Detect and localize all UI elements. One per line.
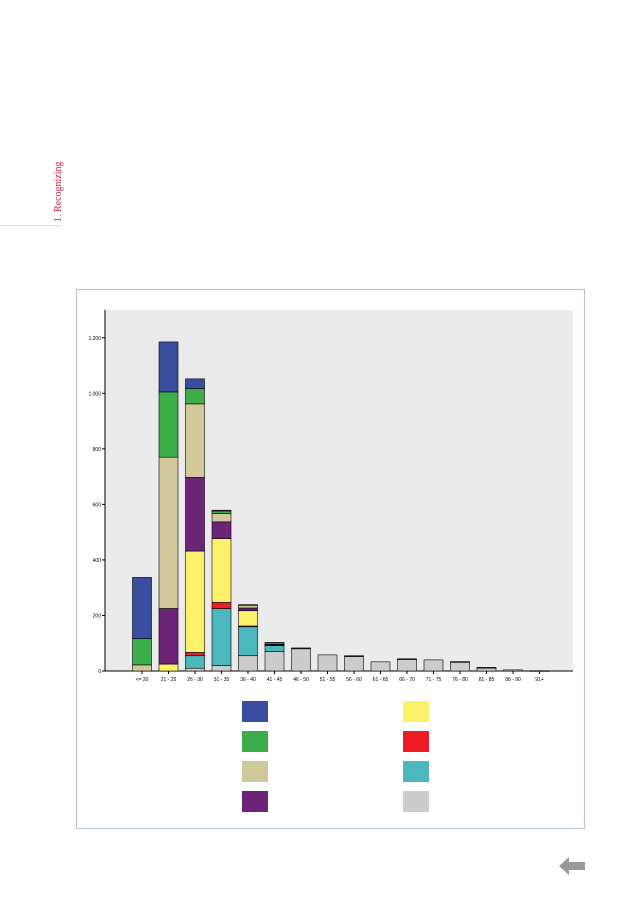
bar-segment (397, 658, 417, 660)
bar-segment (211, 665, 232, 672)
bar-segment (185, 667, 205, 672)
bar-segment (476, 667, 497, 669)
bar-segment (185, 378, 205, 389)
divider (0, 225, 62, 226)
bar-segment (264, 642, 285, 644)
section-label: 1. Recognizing (53, 161, 64, 222)
x-tick-label: 51 - 55 (320, 677, 336, 683)
bar-segment (158, 456, 179, 609)
legend-swatch (403, 761, 429, 782)
legend-swatch (403, 701, 429, 722)
bar-segment (132, 638, 152, 666)
bar-segment (397, 659, 417, 672)
y-tick-label: 0 (98, 669, 101, 675)
bar-segment (529, 670, 550, 672)
y-tick-label: 800 (93, 447, 102, 453)
bar-segment (185, 388, 205, 405)
stacked-bar-chart: 0 200 400 600 800 1.000 1.200 <= 20 21 - 25 26 - … (88, 310, 573, 683)
bar-segment (503, 669, 523, 672)
plot-area (105, 310, 573, 671)
bar-segment (370, 661, 391, 672)
bar-segment (238, 604, 258, 606)
x-tick-label: 91+ (535, 677, 544, 683)
x-tick-label: 31 - 35 (214, 677, 230, 683)
y-tick-label: 1.200 (88, 336, 101, 342)
x-tick-label: 86 - 90 (505, 677, 521, 683)
x-tick-label: 21 - 25 (161, 677, 177, 683)
bar-segment (291, 648, 311, 672)
y-tick-label: 200 (93, 613, 102, 619)
y-tick-label: 600 (93, 502, 102, 508)
bar-segment (158, 391, 179, 458)
bar-segment (158, 608, 179, 665)
x-tick-label: 56 - 60 (346, 677, 362, 683)
bar-segment (211, 521, 232, 539)
legend-swatch (242, 791, 268, 812)
x-tick-label: 41 - 45 (267, 677, 283, 683)
legend-swatch (403, 731, 429, 752)
bar-segment (238, 610, 258, 627)
x-tick-label: 71 - 75 (426, 677, 442, 683)
bar-segment (185, 477, 205, 552)
x-tick-label: 66 - 70 (399, 677, 415, 683)
bar-segment (344, 655, 364, 657)
x-tick-label: 61 - 65 (373, 677, 389, 683)
bar-segment (185, 403, 205, 478)
bar-segment (238, 607, 258, 612)
bar-segment (211, 538, 232, 603)
x-tick-label: 76 - 80 (452, 677, 468, 683)
bar-segment (158, 663, 179, 672)
x-tick-label: 81 - 85 (479, 677, 495, 683)
bar-segment (238, 655, 258, 672)
bar-segment (211, 513, 232, 523)
bar-segment (132, 664, 152, 672)
bar-segment (211, 509, 232, 512)
figure-frame (76, 289, 585, 829)
bar-segment (450, 661, 470, 672)
bar-segment (344, 656, 364, 672)
x-tick-label: 36 - 40 (240, 677, 256, 683)
bar-segment (185, 652, 205, 657)
legend-swatch (242, 701, 268, 722)
bar-segment (291, 647, 311, 650)
bar-segment (264, 651, 285, 672)
bar-segment (132, 577, 152, 639)
bar-segment (185, 550, 205, 653)
bar-segment (185, 655, 205, 669)
y-tick-label: 400 (93, 558, 102, 564)
x-tick-label: <= 20 (136, 677, 149, 683)
bar-segment (317, 654, 338, 672)
bar-segment (211, 608, 232, 666)
legend-swatch (242, 731, 268, 752)
legend-swatch (403, 791, 429, 812)
bar-segment (158, 341, 179, 393)
x-tick-label: 26 - 30 (187, 677, 203, 683)
bar-segment (450, 661, 470, 663)
bar-segment (211, 602, 232, 609)
left-arrow-icon[interactable] (557, 855, 587, 877)
bar-segment (423, 659, 444, 672)
x-tick-label: 46 - 50 (293, 677, 309, 683)
legend-swatch (242, 761, 268, 782)
bar-segment (264, 645, 285, 652)
bar-segment (238, 626, 258, 657)
y-tick-label: 1.000 (88, 391, 101, 397)
